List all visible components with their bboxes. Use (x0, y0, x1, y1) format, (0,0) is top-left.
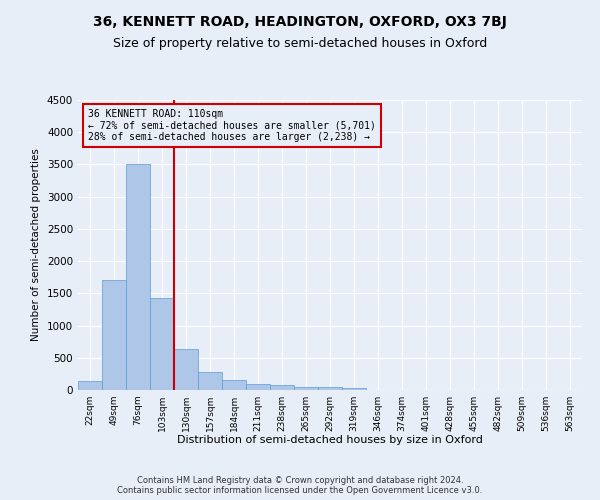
Text: 36 KENNETT ROAD: 110sqm
← 72% of semi-detached houses are smaller (5,701)
28% of: 36 KENNETT ROAD: 110sqm ← 72% of semi-de… (88, 108, 376, 142)
Bar (270, 386, 294, 390)
Bar (78, 381, 102, 390)
Bar (102, 280, 126, 390)
Y-axis label: Number of semi-detached properties: Number of semi-detached properties (31, 148, 41, 342)
Text: Contains HM Land Registry data © Crown copyright and database right 2024.
Contai: Contains HM Land Registry data © Crown c… (118, 476, 482, 495)
Bar (198, 372, 222, 390)
Bar (318, 388, 342, 390)
Text: 36, KENNETT ROAD, HEADINGTON, OXFORD, OX3 7BJ: 36, KENNETT ROAD, HEADINGTON, OXFORD, OX… (93, 15, 507, 29)
Bar (222, 380, 246, 390)
Text: Size of property relative to semi-detached houses in Oxford: Size of property relative to semi-detach… (113, 38, 487, 51)
Bar (126, 164, 150, 390)
Text: Distribution of semi-detached houses by size in Oxford: Distribution of semi-detached houses by … (177, 435, 483, 445)
Bar (246, 384, 270, 390)
Bar (342, 388, 366, 390)
Bar (174, 350, 198, 390)
Bar (150, 298, 174, 390)
Bar (294, 387, 318, 390)
